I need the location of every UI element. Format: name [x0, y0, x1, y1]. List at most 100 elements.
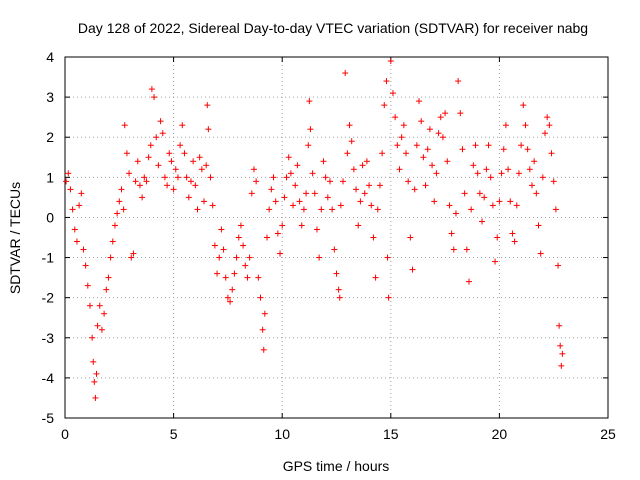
data-point: [355, 222, 362, 229]
data-point: [96, 302, 103, 309]
data-point: [555, 262, 562, 269]
data-point: [350, 166, 357, 173]
data-point: [198, 166, 205, 173]
data-point: [242, 262, 249, 269]
data-point: [90, 358, 97, 365]
data-point: [435, 130, 442, 137]
data-point: [535, 222, 542, 229]
data-point: [502, 122, 509, 129]
data-point: [80, 246, 87, 253]
y-tick-label: -3: [42, 330, 55, 346]
data-point: [107, 254, 114, 261]
data-point: [281, 194, 288, 201]
data-point: [548, 150, 555, 157]
data-point: [420, 154, 427, 161]
data-point: [266, 206, 273, 213]
data-point: [63, 178, 70, 185]
data-point: [177, 142, 184, 149]
data-point: [472, 142, 479, 149]
y-tick-label: 1: [46, 169, 54, 185]
data-point: [92, 394, 99, 401]
data-point: [479, 218, 486, 225]
data-point: [442, 110, 449, 117]
data-point: [418, 118, 425, 125]
data-point: [222, 274, 229, 281]
data-point: [533, 190, 540, 197]
data-point: [196, 154, 203, 161]
data-point: [248, 190, 255, 197]
data-point: [89, 334, 96, 341]
data-point: [396, 166, 403, 173]
data-point: [235, 234, 242, 241]
data-point: [130, 250, 137, 257]
data-point: [381, 102, 388, 109]
data-point: [148, 86, 155, 93]
data-point: [151, 94, 158, 101]
data-point: [485, 142, 492, 149]
data-point: [513, 202, 520, 209]
data-point: [528, 182, 535, 189]
data-point: [320, 158, 327, 165]
data-point: [132, 178, 139, 185]
data-point: [65, 170, 72, 177]
data-point: [207, 174, 214, 181]
data-point: [105, 274, 112, 281]
x-tick-label: 0: [61, 426, 69, 442]
data-point: [136, 182, 143, 189]
data-point: [277, 250, 284, 257]
data-point: [94, 322, 101, 329]
data-point: [300, 206, 307, 213]
data-point: [457, 110, 464, 117]
data-point: [279, 222, 286, 229]
x-tick-label: 20: [492, 426, 508, 442]
data-point: [498, 170, 505, 177]
data-point: [157, 118, 164, 125]
data-point: [153, 134, 160, 141]
data-point: [335, 286, 342, 293]
data-point: [483, 166, 490, 173]
data-point: [261, 310, 268, 317]
data-point: [192, 182, 199, 189]
data-point: [116, 198, 123, 205]
data-point: [546, 122, 553, 129]
data-point: [172, 166, 179, 173]
data-point: [459, 146, 466, 153]
y-tick-label: 0: [46, 209, 54, 225]
data-point: [539, 174, 546, 181]
data-point: [218, 226, 225, 233]
data-point: [324, 194, 331, 201]
data-point: [309, 170, 316, 177]
data-point: [220, 246, 227, 253]
data-point: [287, 170, 294, 177]
data-point: [515, 170, 522, 177]
data-point: [422, 182, 429, 189]
data-point: [411, 186, 418, 193]
data-point: [439, 134, 446, 141]
data-point: [505, 166, 512, 173]
data-point: [78, 190, 85, 197]
data-point: [470, 162, 477, 169]
x-tick-label: 15: [383, 426, 399, 442]
data-point: [556, 322, 563, 329]
data-point: [174, 174, 181, 181]
data-point: [558, 362, 565, 369]
data-point: [331, 246, 338, 253]
data-point: [67, 186, 74, 193]
data-point: [474, 170, 481, 177]
data-point: [305, 142, 312, 149]
data-point: [76, 202, 83, 209]
data-point: [306, 98, 313, 105]
data-point: [272, 198, 279, 205]
data-point: [544, 114, 551, 121]
y-tick-label: 3: [46, 89, 54, 105]
data-point: [292, 182, 299, 189]
data-point: [168, 158, 175, 165]
data-point: [496, 198, 503, 205]
data-point: [374, 206, 381, 213]
data-point: [426, 126, 433, 133]
data-point: [522, 122, 529, 129]
data-point: [500, 146, 507, 153]
data-point: [121, 122, 128, 129]
data-point: [379, 150, 386, 157]
data-points: [63, 58, 566, 401]
